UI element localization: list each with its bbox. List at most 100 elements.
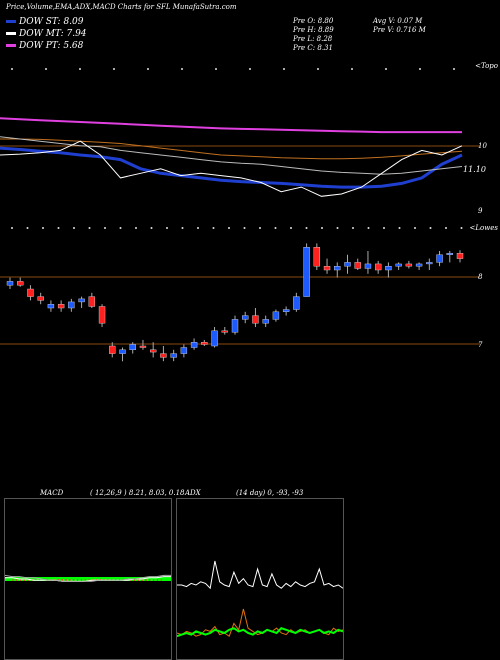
price-marker-dot <box>321 227 323 229</box>
ema-series-blue <box>0 146 463 189</box>
candle-up <box>211 330 218 347</box>
candle-up <box>119 349 126 354</box>
ema-marker-dot <box>147 68 149 70</box>
candle-up <box>231 319 239 333</box>
candle-up <box>334 266 341 271</box>
macd-panel <box>4 498 172 660</box>
candle-up <box>282 309 290 312</box>
macd-label: MACD <box>40 489 64 497</box>
candle-up <box>303 247 310 297</box>
price-marker-dot <box>88 227 91 229</box>
ema-series-white <box>0 140 463 197</box>
candle-down <box>27 288 34 297</box>
legend: DOW ST: 8.09 DOW MT: 7.94 DOW PT: 5.68 <box>6 17 87 51</box>
price-marker-dot <box>150 227 153 229</box>
candle-up <box>436 254 443 263</box>
candle-up <box>78 298 85 303</box>
ema-marker-dot <box>385 68 387 70</box>
candle-up <box>170 353 177 358</box>
candle-up <box>129 344 136 351</box>
candle-down <box>149 349 157 353</box>
legend-swatch-st <box>6 20 16 23</box>
stat-avg-volume: Avg V: 0.07 M <box>373 17 423 25</box>
price-label-7: 7 <box>478 341 483 349</box>
candle-up <box>426 262 433 265</box>
ema-price-label-10: 10 <box>478 142 487 150</box>
price-corner-label: <Lowes <box>469 224 498 232</box>
price-marker-dot <box>336 227 339 229</box>
candle-up <box>262 319 269 324</box>
candle-down <box>252 315 259 324</box>
stat-pre-high: Pre H: 8.89 <box>293 26 334 34</box>
price-marker-dot <box>305 227 308 229</box>
price-marker-dot <box>445 227 447 229</box>
ema-marker-dot <box>249 68 251 70</box>
price-marker-dot <box>26 227 29 229</box>
candle-up <box>395 263 402 267</box>
candle-down <box>139 345 147 348</box>
macd-plot <box>5 574 171 582</box>
price-label-8: 8 <box>478 273 483 281</box>
stats-right: Avg V: 0.07 M Pre V: 0.716 M <box>373 17 426 35</box>
ema-marker-dot <box>113 68 115 70</box>
price-marker-dot <box>414 227 416 229</box>
candle-down <box>313 247 321 267</box>
candle-down <box>374 263 382 271</box>
ema-marker-dot <box>453 68 455 70</box>
ema-marker-dot <box>283 68 285 70</box>
ema-marker-dot <box>215 68 217 70</box>
chart-title: Price,Volume,EMA,ADX,MACD Charts for SFL… <box>6 3 237 11</box>
adx-panel <box>176 498 344 660</box>
price-marker-dot <box>290 227 292 229</box>
adx-params: (14 day) 0, -93, -93 <box>236 489 304 497</box>
candle-down <box>221 330 228 333</box>
price-marker-dot <box>181 227 184 229</box>
adx-plus-di-line <box>177 627 343 638</box>
price-marker-dot <box>73 227 75 229</box>
price-marker-dot <box>243 227 246 229</box>
price-marker-dot <box>429 227 432 229</box>
macd-zero-band <box>5 577 171 581</box>
candle-up <box>385 266 392 271</box>
price-marker-dot <box>212 227 215 229</box>
candle-down <box>57 303 65 309</box>
price-marker-dot <box>274 227 277 229</box>
ema-corner-label: <Topo <box>475 62 498 70</box>
price-marker-dot <box>460 227 463 229</box>
macd-line <box>5 576 171 582</box>
candle-up <box>190 341 198 348</box>
price-chart <box>0 227 480 362</box>
ema-price-label-1110: 11.10 <box>463 165 486 174</box>
price-marker-dot <box>119 227 122 229</box>
candle-down <box>109 345 116 354</box>
adx-plot <box>177 560 343 638</box>
stat-pre-open: Pre O: 8.80 <box>293 17 334 25</box>
legend-swatch-pt <box>6 44 16 47</box>
candle-up <box>446 253 453 255</box>
candle-down <box>354 262 361 269</box>
macd-signal-line <box>5 574 171 582</box>
candle-up <box>293 296 300 310</box>
candle-up <box>6 281 14 286</box>
ema-marker-dot <box>419 68 421 70</box>
price-marker-dot <box>57 227 60 229</box>
price-marker-dot <box>11 227 13 229</box>
candle-down <box>323 266 331 271</box>
price-marker-dot <box>166 227 168 229</box>
candle-down <box>88 296 96 307</box>
ema-marker-dot <box>181 68 183 70</box>
stat-pre-low: Pre L: 8.28 <box>293 35 333 43</box>
candle-down <box>160 353 167 358</box>
candle-down <box>17 281 24 286</box>
candle-up <box>364 263 372 269</box>
price-marker-dot <box>228 227 230 229</box>
stat-pre-close: Pre C: 8.31 <box>293 44 333 52</box>
adx-line <box>177 560 343 590</box>
legend-dow-st: DOW ST: 8.09 <box>6 17 87 27</box>
candle-up <box>242 315 249 320</box>
candle-up <box>47 303 55 309</box>
adx-label: ADX <box>185 489 201 497</box>
legend-swatch-mt <box>6 32 16 35</box>
ema-series-grey <box>0 136 463 175</box>
candle-down <box>37 296 44 301</box>
